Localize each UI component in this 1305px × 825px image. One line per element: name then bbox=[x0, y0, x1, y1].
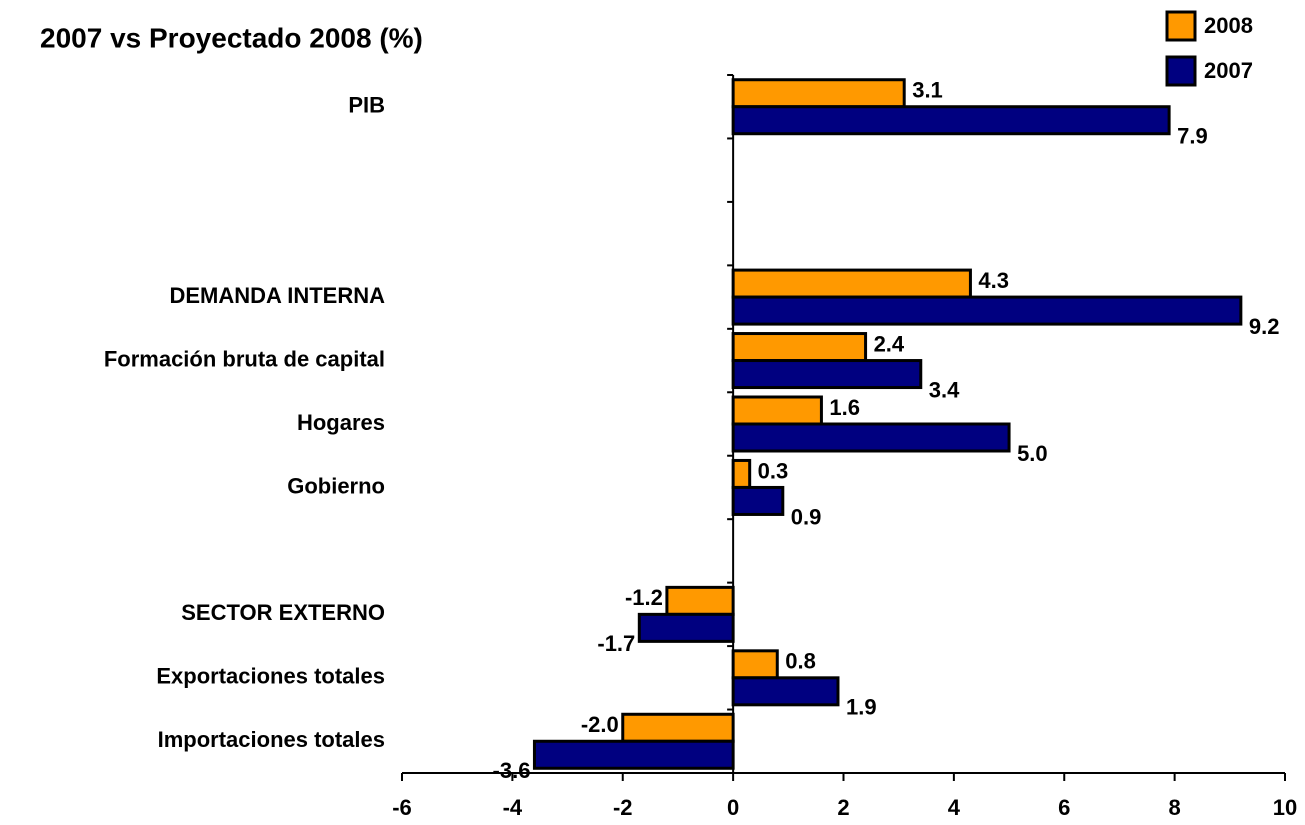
value-label: 2.4 bbox=[874, 331, 905, 356]
chart-title: 2007 vs Proyectado 2008 (%) bbox=[40, 22, 423, 53]
x-tick-label: 8 bbox=[1169, 795, 1181, 820]
category-label: Formación bruta de capital bbox=[104, 346, 385, 371]
bar bbox=[637, 612, 735, 643]
value-label: 3.4 bbox=[929, 377, 960, 402]
bar bbox=[731, 332, 868, 363]
value-label: 1.6 bbox=[829, 395, 860, 420]
value-label: 9.2 bbox=[1249, 314, 1280, 339]
category-label: Importaciones totales bbox=[158, 727, 385, 752]
bar bbox=[731, 105, 1171, 136]
x-tick-label: -2 bbox=[613, 795, 633, 820]
bar bbox=[665, 585, 735, 616]
bar bbox=[532, 739, 735, 770]
value-label: 3.1 bbox=[912, 78, 943, 103]
bar bbox=[731, 458, 752, 489]
category-label: Gobierno bbox=[287, 473, 385, 498]
bar bbox=[731, 395, 823, 426]
x-tick-label: -6 bbox=[392, 795, 412, 820]
category-label: Hogares bbox=[297, 410, 385, 435]
category-label: SECTOR EXTERNO bbox=[181, 600, 385, 625]
bar bbox=[731, 78, 906, 109]
value-label: -1.2 bbox=[625, 585, 663, 610]
category-label: DEMANDA INTERNA bbox=[169, 283, 385, 308]
bar bbox=[731, 485, 785, 516]
category-label: PIB bbox=[348, 93, 385, 118]
value-label: -2.0 bbox=[581, 712, 619, 737]
x-tick-label: 4 bbox=[948, 795, 961, 820]
legend-swatch bbox=[1165, 55, 1197, 87]
x-tick-label: -4 bbox=[503, 795, 523, 820]
bar bbox=[731, 649, 779, 680]
bar bbox=[731, 676, 840, 707]
value-label: 4.3 bbox=[978, 268, 1009, 293]
x-tick-label: 6 bbox=[1058, 795, 1070, 820]
bar bbox=[731, 359, 923, 390]
value-label: 1.9 bbox=[846, 695, 877, 720]
x-tick-label: 0 bbox=[727, 795, 739, 820]
x-tick-label: 10 bbox=[1273, 795, 1297, 820]
legend-label: 2007 bbox=[1204, 58, 1253, 83]
value-label: 5.0 bbox=[1017, 441, 1048, 466]
bar bbox=[731, 268, 972, 299]
value-label: -3.6 bbox=[493, 758, 531, 783]
value-label: -1.7 bbox=[597, 631, 635, 656]
category-label: Exportaciones totales bbox=[156, 664, 385, 689]
value-label: 0.8 bbox=[785, 649, 816, 674]
bar bbox=[731, 295, 1243, 326]
legend-swatch bbox=[1165, 10, 1197, 42]
value-label: 0.3 bbox=[758, 458, 789, 483]
x-tick-label: 2 bbox=[837, 795, 849, 820]
value-label: 0.9 bbox=[791, 504, 822, 529]
value-label: 7.9 bbox=[1177, 124, 1208, 149]
bar bbox=[731, 422, 1011, 453]
legend-label: 2008 bbox=[1204, 13, 1253, 38]
bar bbox=[621, 712, 735, 743]
